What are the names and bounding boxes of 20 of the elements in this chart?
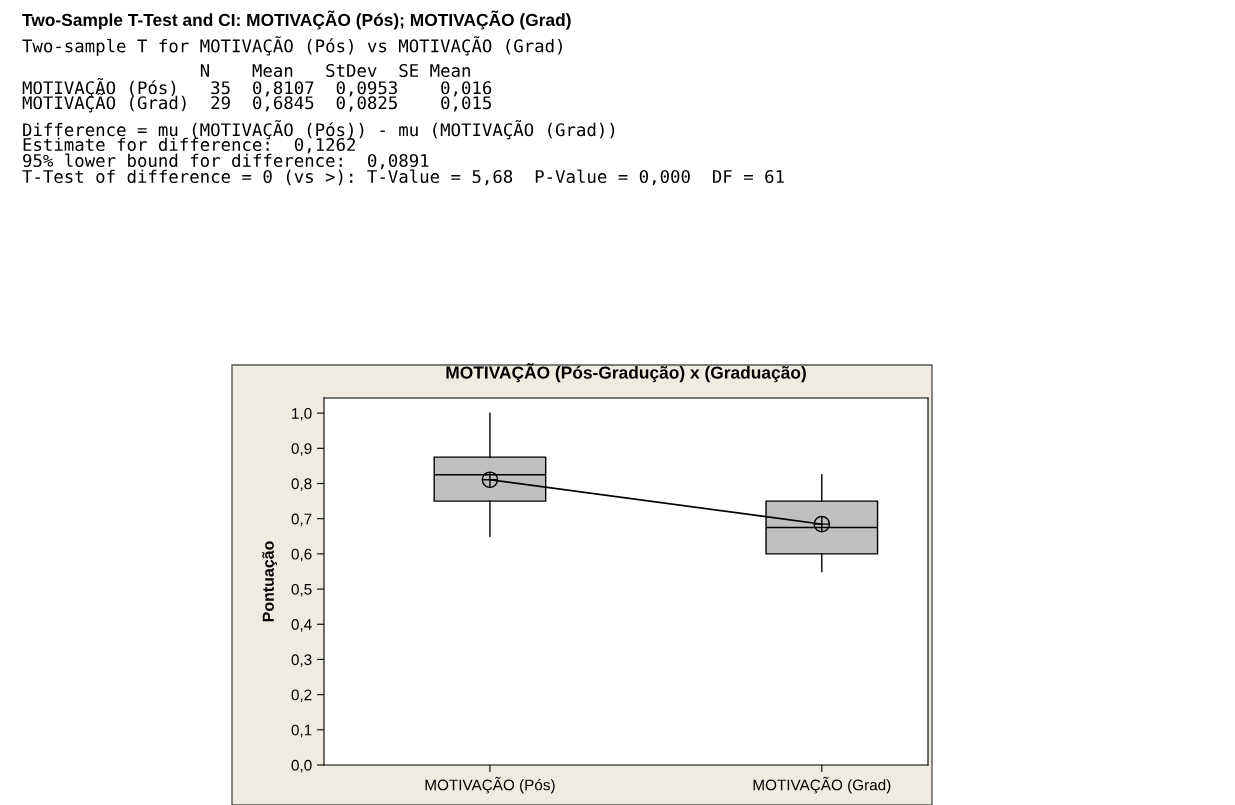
text: 95% lower bound for difference: 0,0891: [23, 153, 429, 170]
x-tick-label: MOTIVAÇÃO (Grad): [753, 776, 891, 794]
y-tick-label: 0,0: [291, 759, 312, 773]
y-tick-label: 0,8: [291, 478, 312, 491]
y-tick-label: 0,5: [291, 583, 312, 597]
text: N Mean StDev SE Mean: [200, 63, 470, 78]
y-axis-title: Pontuação: [262, 541, 278, 622]
chart-title: MOTIVAÇÃO (Pós-Gradução) x (Graduação): [446, 363, 806, 383]
y-tick-label: 0,6: [291, 548, 312, 562]
text: Two-sample T for MOTIVAÇÃO (Pós) vs MOTIVAÇÃO (Grad): [22, 36, 562, 56]
y-tick-label: 1,0: [292, 408, 312, 421]
y-tick-label: 0,3: [291, 654, 312, 667]
y-tick-label: 0,9: [291, 443, 312, 456]
y-tick-label: 0,7: [291, 513, 312, 527]
x-tick-label: MOTIVAÇÃO (Pós): [425, 776, 555, 794]
y-tick-label: 0,1: [291, 724, 312, 738]
y-tick-label: 0,4: [291, 619, 312, 632]
text: Two-Sample T-Test and CI: MOTIVAÇÃO (Pós); MOTIVAÇÃO (Grad): [22, 10, 571, 30]
text: T-Test of difference = 0 (vs >): T-Value = 5,68 P-Value = 0,000 DF = 61: [22, 169, 784, 186]
y-tick-label: 0,2: [291, 689, 312, 703]
